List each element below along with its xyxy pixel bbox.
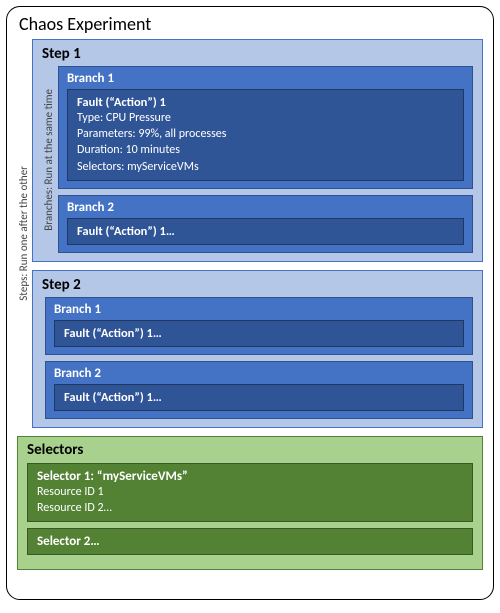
selector-resource-line: Resource ID 1 <box>37 484 463 500</box>
page-title: Chaos Experiment <box>19 13 483 35</box>
experiment-frame: Chaos Experiment Steps: Run one after th… <box>6 6 494 600</box>
fault-title: Fault (“Action”) 1… <box>77 224 454 239</box>
branches-row: Branches: Run at the same time Branch 1 Fa… <box>42 66 473 253</box>
selector-name: Selector 1: “myServiceVMs” <box>37 469 463 484</box>
branch-box: Branch 1 Fault (“Action”) 1Type: CPU Pres… <box>58 66 473 189</box>
branches-vertical-label: Branches: Run at the same time <box>42 66 55 253</box>
steps-column: Step 1Branches: Run at the same timeBran… <box>32 39 483 428</box>
step-box: Step 2Branch 1Fault (“Action”) 1…Branch … <box>32 270 483 428</box>
fault-detail-line: Parameters: 99%, all processes <box>77 126 454 142</box>
fault-box: Fault (“Action”) 1… <box>54 320 464 347</box>
branch-title: Branch 2 <box>54 366 464 381</box>
branches-column: Branch 1 Fault (“Action”) 1Type: CPU Pres… <box>58 66 473 253</box>
branch-box: Branch 2 Fault (“Action”) 1… <box>45 361 473 419</box>
branch-box: Branch 1 Fault (“Action”) 1… <box>45 297 473 355</box>
selectors-title: Selectors <box>27 441 473 459</box>
selector-resource-line: Resource ID 2… <box>37 500 463 516</box>
step-box: Step 1Branches: Run at the same timeBran… <box>32 39 483 262</box>
selectors-panel: Selectors Selector 1: “myServiceVMs”Reso… <box>17 436 483 570</box>
fault-detail-line: Selectors: myServiceVMs <box>77 159 454 175</box>
branches-column: Branch 1 Fault (“Action”) 1… Branch 2 Fault… <box>45 297 473 419</box>
branch-title: Branch 1 <box>54 302 464 317</box>
fault-box: Fault (“Action”) 1… <box>54 384 464 411</box>
step-title: Step 1 <box>42 45 473 63</box>
fault-title: Fault (“Action”) 1… <box>64 326 454 341</box>
fault-title: Fault (“Action”) 1 <box>77 95 454 110</box>
fault-box: Fault (“Action”) 1Type: CPU PressurePara… <box>67 89 464 181</box>
branch-title: Branch 1 <box>67 71 464 86</box>
branch-title: Branch 2 <box>67 200 464 215</box>
selector-name: Selector 2… <box>37 534 463 549</box>
selector-item: Selector 2… <box>27 528 473 555</box>
step-title: Step 2 <box>42 276 473 294</box>
fault-box: Fault (“Action”) 1… <box>67 218 464 245</box>
branches-row: Branch 1 Fault (“Action”) 1… Branch 2 Fault… <box>42 297 473 419</box>
steps-area: Steps: Run one after the other Step 1 Bra… <box>17 39 483 428</box>
fault-title: Fault (“Action”) 1… <box>64 390 454 405</box>
fault-detail-line: Type: CPU Pressure <box>77 110 454 126</box>
fault-detail-line: Duration: 10 minutes <box>77 142 454 158</box>
steps-vertical-label: Steps: Run one after the other <box>17 39 30 428</box>
selector-item: Selector 1: “myServiceVMs”Resource ID 1R… <box>27 463 473 522</box>
branch-box: Branch 2 Fault (“Action”) 1… <box>58 195 473 253</box>
